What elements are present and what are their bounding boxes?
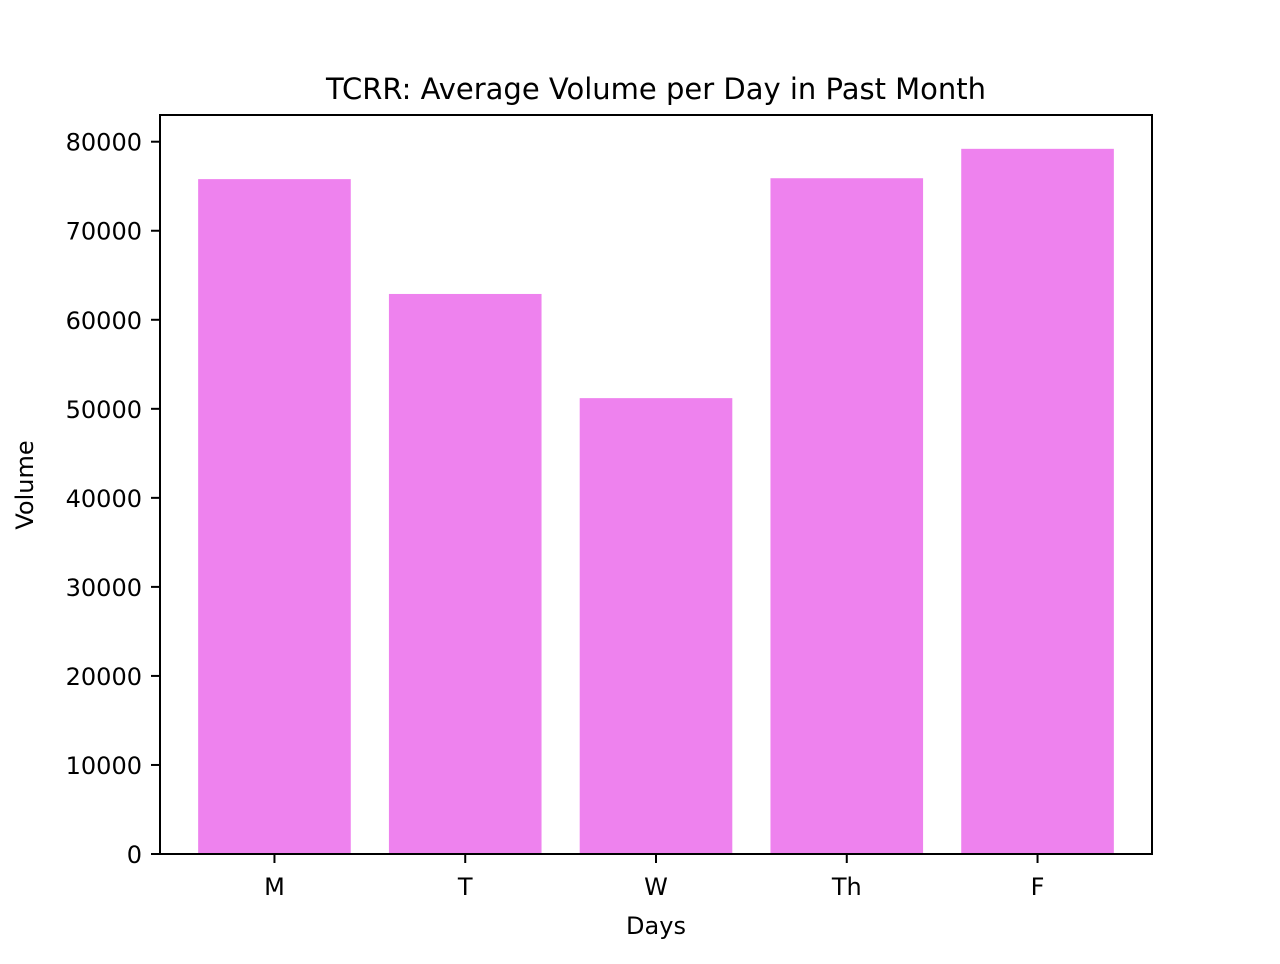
x-tick-label: F: [1031, 873, 1045, 901]
y-axis-label: Volume: [11, 440, 39, 529]
bar-th: [770, 178, 924, 855]
bars-layer: [198, 148, 1114, 855]
y-tick-label: 10000: [66, 752, 142, 780]
y-tick-label: 0: [127, 841, 142, 869]
x-axis-ticks: M T W Th F: [264, 854, 1044, 901]
y-tick-label: 20000: [66, 663, 142, 691]
x-tick-label: Th: [831, 873, 862, 901]
y-tick-label: 70000: [66, 218, 142, 246]
bar-w: [579, 398, 733, 854]
x-tick-label: T: [457, 873, 473, 901]
plot-frame: [159, 114, 1153, 855]
y-axis-ticks: 0 10000 20000 30000 40000 50000 60000 70000 8000…: [66, 129, 160, 869]
x-tick-label: W: [644, 873, 668, 901]
y-tick-label: 80000: [66, 129, 142, 157]
bar-t: [388, 293, 542, 855]
y-tick-label: 30000: [66, 574, 142, 602]
y-tick-label: 60000: [66, 307, 142, 335]
x-axis-label: Days: [626, 912, 686, 940]
y-tick-label: 40000: [66, 485, 142, 513]
bar-f: [961, 148, 1114, 854]
bar-m: [198, 179, 351, 855]
y-tick-label: 50000: [66, 396, 142, 424]
x-tick-label: M: [264, 873, 285, 901]
chart-title: TCRR: Average Volume per Day in Past Mon…: [325, 72, 986, 106]
